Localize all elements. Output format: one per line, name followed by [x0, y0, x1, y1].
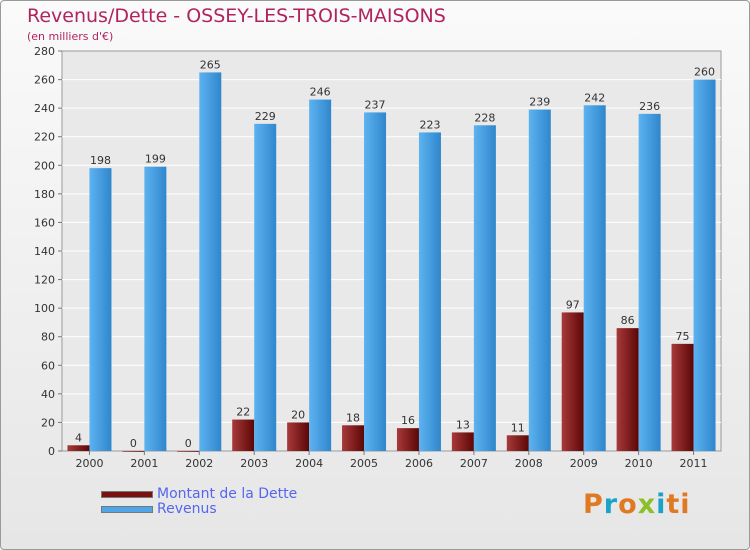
bar-dette	[122, 451, 145, 452]
legend-label-debt: Montant de la Dette	[157, 486, 298, 502]
data-label-revenus: 223	[419, 118, 440, 131]
y-tick-label: 20	[41, 416, 55, 429]
x-tick-label: 2005	[350, 457, 378, 470]
x-tick-label: 2001	[130, 457, 158, 470]
data-label-revenus: 237	[365, 98, 386, 111]
y-tick-label: 80	[41, 331, 55, 344]
bar-revenus	[309, 99, 332, 452]
x-tick-label: 2003	[240, 457, 268, 470]
x-tick-label: 2010	[625, 457, 653, 470]
legend-label-revenus: Revenus	[157, 501, 217, 517]
data-label-dette: 86	[621, 314, 635, 327]
bar-dette	[232, 419, 255, 451]
y-tick-label: 180	[34, 188, 55, 201]
y-tick-label: 0	[48, 445, 55, 458]
bar-dette	[396, 428, 419, 451]
y-tick-label: 120	[34, 274, 55, 287]
data-label-revenus: 242	[584, 91, 605, 104]
data-label-dette: 0	[130, 437, 137, 450]
bar-dette	[616, 328, 639, 451]
data-label-revenus: 228	[474, 111, 495, 124]
chart-subtitle: (en milliers d'€)	[27, 30, 114, 43]
y-tick-label: 280	[34, 45, 55, 58]
data-label-revenus: 246	[310, 86, 331, 99]
legend-swatch-debt	[101, 491, 153, 498]
bar-revenus	[638, 113, 661, 451]
data-label-dette: 0	[185, 437, 192, 450]
y-tick-label: 40	[41, 388, 55, 401]
data-label-revenus: 236	[639, 100, 660, 113]
y-tick-label: 160	[34, 216, 55, 229]
data-label-dette: 75	[676, 330, 690, 343]
data-label-revenus: 260	[694, 66, 715, 79]
y-tick-label: 60	[41, 359, 55, 372]
x-tick-label: 2004	[295, 457, 323, 470]
x-tick-label: 2006	[405, 457, 433, 470]
bar-revenus	[144, 166, 167, 451]
x-axis: 2000 2001 2002 2003 2004 2005 2006 2007 2008 2009…	[75, 451, 708, 470]
grid-lines	[62, 79, 721, 423]
data-label-revenus: 239	[529, 96, 550, 109]
bar-dette	[671, 343, 694, 451]
data-label-dette: 4	[75, 431, 82, 444]
data-label-dette: 11	[511, 421, 525, 434]
y-axis: 0 20 40 60 80 100 120 140 160 180 200 220 240 260 280	[34, 45, 62, 458]
chart-title: Revenus/Dette - OSSEY-LES-TROIS-MAISONS	[27, 5, 446, 27]
x-tick-label: 2000	[75, 457, 103, 470]
x-tick-label: 2007	[460, 457, 488, 470]
proxiti-logo: Proxiti	[583, 489, 691, 520]
data-label-dette: 22	[236, 406, 250, 419]
x-tick-label: 2008	[515, 457, 543, 470]
data-label-revenus: 265	[200, 58, 221, 71]
data-label-dette: 16	[401, 414, 415, 427]
bar-revenus	[528, 109, 551, 452]
bar-dette	[342, 425, 365, 451]
y-tick-label: 140	[34, 245, 55, 258]
bar-revenus	[693, 79, 716, 452]
data-label-revenus: 229	[255, 110, 276, 123]
bar-revenus	[89, 168, 112, 451]
bar-dette	[506, 435, 529, 451]
bar-dette	[287, 422, 310, 451]
bar-revenus	[418, 132, 441, 451]
bar-dette	[67, 445, 90, 451]
data-label-dette: 18	[346, 411, 360, 424]
y-tick-label: 240	[34, 102, 55, 115]
bar-revenus	[199, 72, 222, 451]
y-tick-label: 260	[34, 74, 55, 87]
x-tick-label: 2009	[570, 457, 598, 470]
bar-dette	[561, 312, 584, 451]
y-tick-label: 200	[34, 159, 55, 172]
y-tick-label: 220	[34, 131, 55, 144]
bars: 4 198 0 199 0 265 22 229 20 246 18 237 16 223 13 228 11 2…	[67, 58, 716, 452]
data-label-dette: 97	[566, 298, 580, 311]
bar-revenus	[583, 105, 606, 452]
data-label-revenus: 199	[145, 153, 166, 166]
data-label-revenus: 198	[90, 154, 111, 167]
x-tick-label: 2002	[185, 457, 213, 470]
y-tick-label: 100	[34, 302, 55, 315]
bar-revenus	[254, 123, 277, 451]
bar-revenus	[473, 125, 496, 452]
x-tick-label: 2011	[680, 457, 708, 470]
data-label-dette: 20	[291, 408, 305, 421]
bar-revenus	[364, 112, 387, 451]
data-label-dette: 13	[456, 418, 470, 431]
bar-dette	[177, 451, 200, 452]
bar-dette	[451, 432, 474, 451]
legend-swatch-revenus	[101, 506, 153, 513]
